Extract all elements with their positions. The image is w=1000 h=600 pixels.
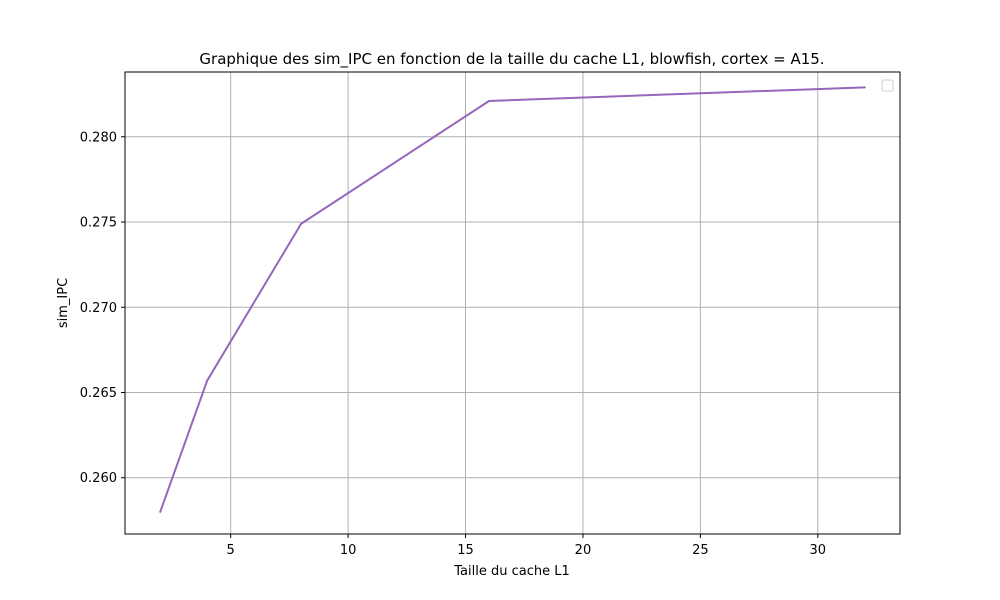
data-point — [300, 222, 303, 225]
grid — [125, 72, 900, 534]
data-point — [206, 379, 209, 382]
plot-frame — [124, 71, 901, 535]
series-layer — [159, 86, 866, 513]
y-tick-label: 0.275 — [80, 216, 117, 231]
x-tick-label: 15 — [457, 543, 474, 558]
x-axis-label: Taille du cache L1 — [453, 564, 570, 579]
data-point — [863, 86, 866, 89]
y-axis: 0.260 0.265 0.270 0.275 0.280 — [80, 130, 125, 486]
y-tick-label: 0.280 — [80, 130, 117, 145]
data-point — [488, 99, 491, 102]
data-point — [159, 510, 162, 513]
y-tick-label: 0.270 — [80, 301, 117, 316]
x-tick-label: 25 — [692, 543, 709, 558]
y-tick-label: 0.260 — [80, 471, 117, 486]
x-axis: 5 10 15 20 25 30 — [227, 534, 827, 558]
plot-area — [125, 72, 900, 534]
x-tick-label: 30 — [810, 543, 827, 558]
y-axis-label: sim_IPC — [56, 278, 71, 328]
x-tick-label: 10 — [340, 543, 357, 558]
x-tick-label: 5 — [227, 543, 235, 558]
legend-box — [881, 79, 894, 92]
chart-title: Graphique des sim_IPC en fonction de la … — [199, 50, 824, 69]
x-tick-label: 20 — [575, 543, 592, 558]
y-tick-label: 0.265 — [80, 386, 117, 401]
